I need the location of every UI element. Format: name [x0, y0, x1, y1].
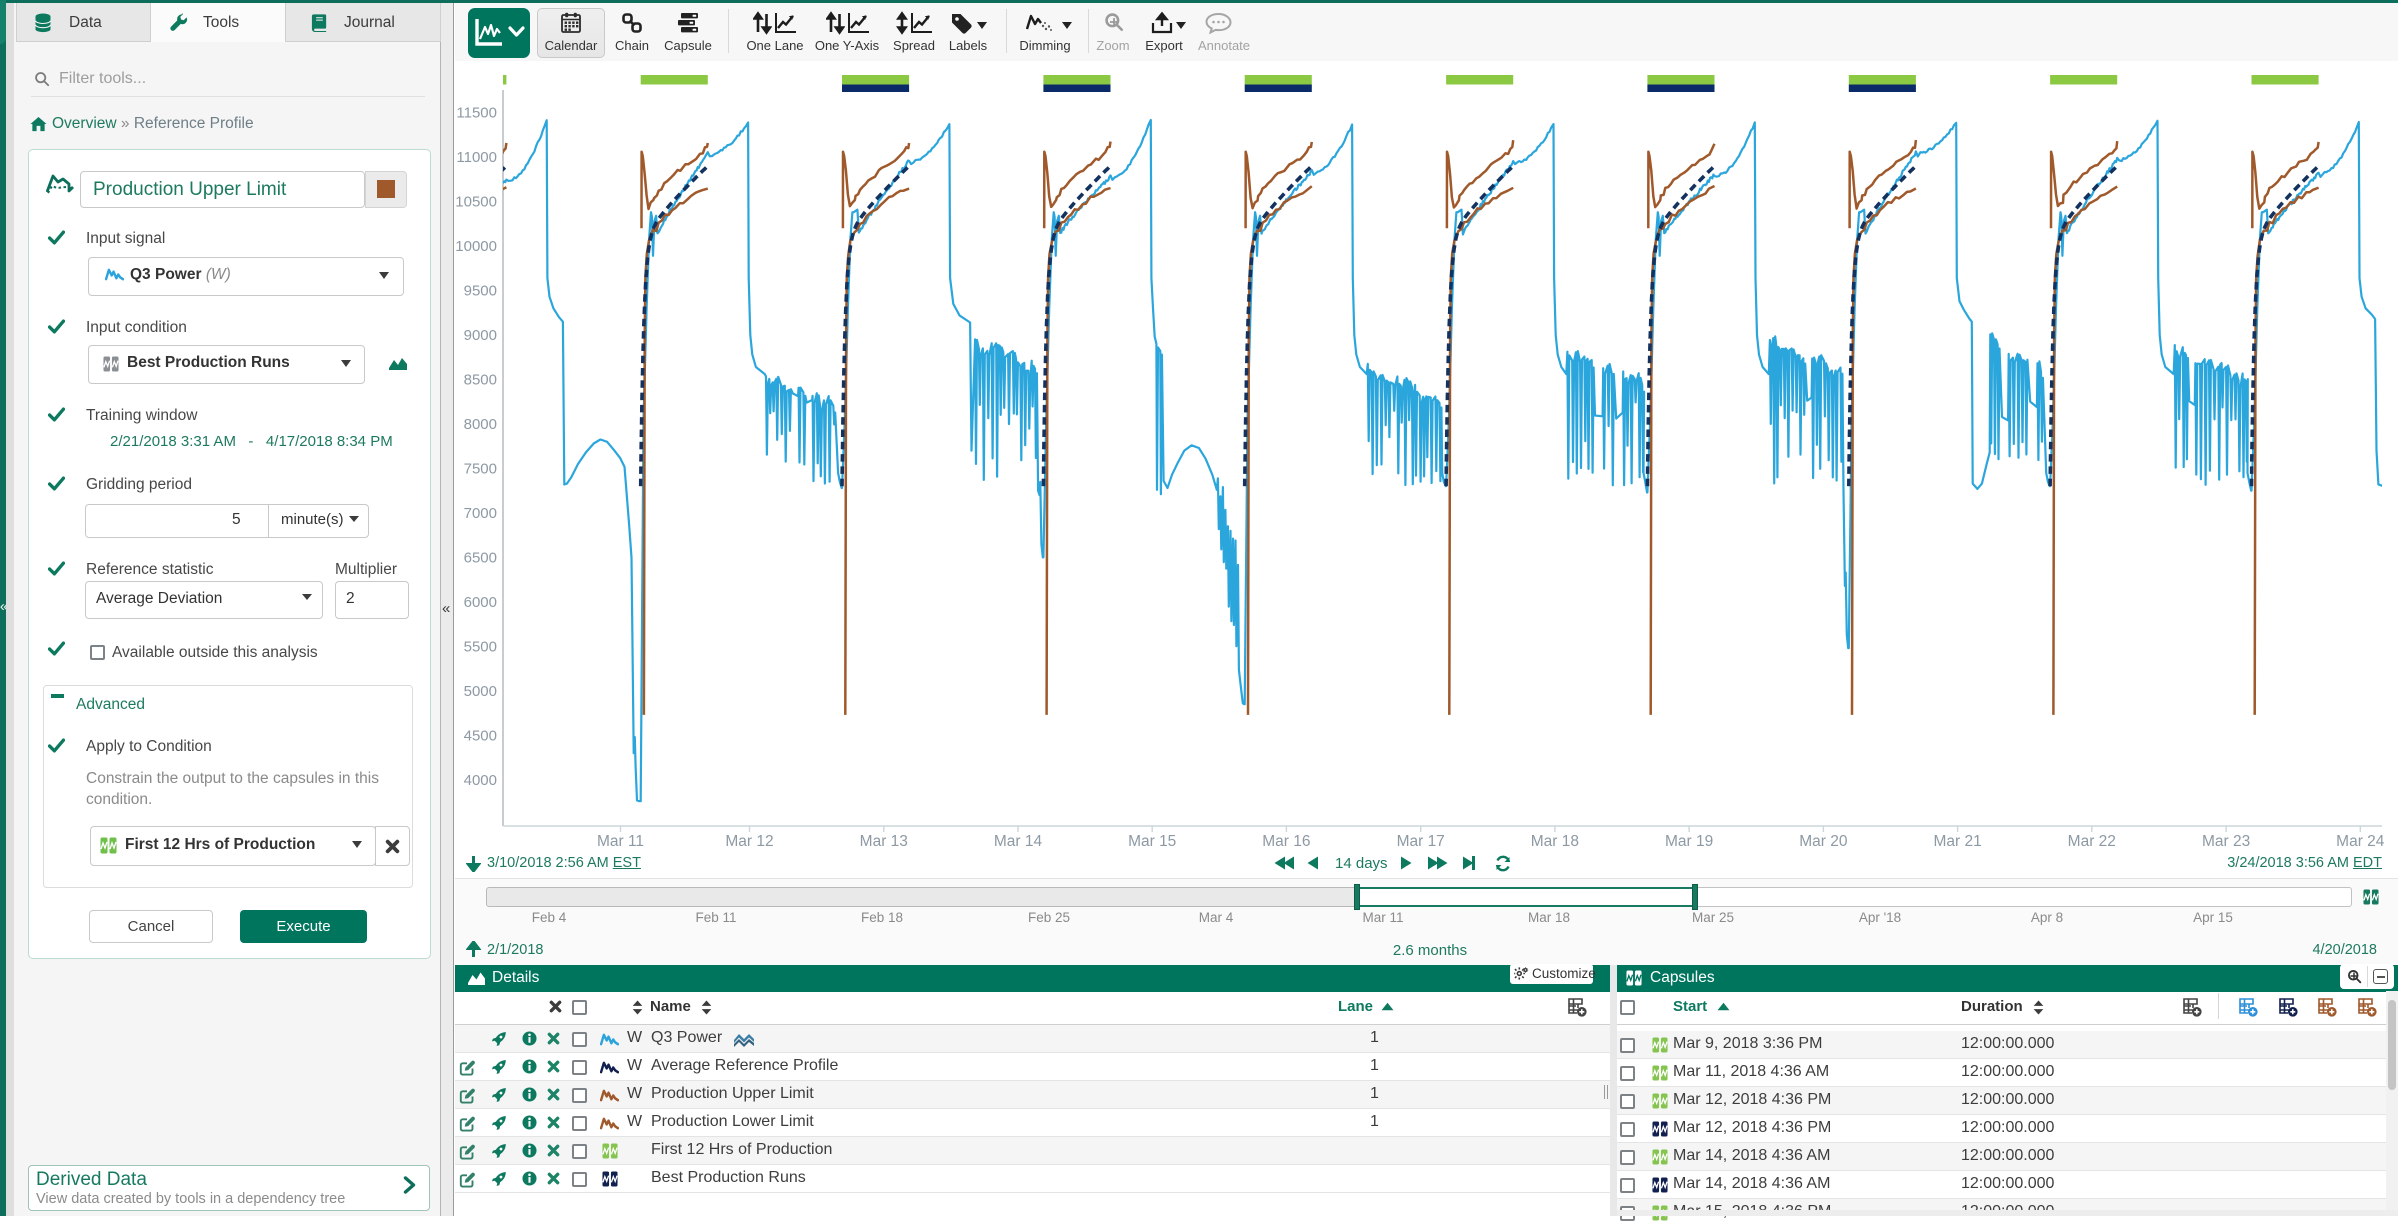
- svg-text:11500: 11500: [456, 105, 497, 122]
- svg-text:9000: 9000: [464, 327, 497, 344]
- svg-text:Mar 13: Mar 13: [860, 833, 908, 850]
- svg-text:5500: 5500: [464, 638, 497, 655]
- svg-text:Mar 11: Mar 11: [597, 833, 644, 850]
- svg-text:7000: 7000: [464, 505, 497, 522]
- svg-text:Mar 22: Mar 22: [2068, 833, 2116, 850]
- svg-text:Mar 23: Mar 23: [2202, 833, 2250, 850]
- svg-text:6000: 6000: [464, 594, 497, 611]
- svg-text:Mar 14: Mar 14: [994, 833, 1043, 850]
- svg-text:Mar 24: Mar 24: [2336, 833, 2385, 850]
- svg-text:5000: 5000: [464, 683, 497, 700]
- svg-text:Mar 20: Mar 20: [1799, 833, 1848, 850]
- svg-text:7500: 7500: [464, 460, 497, 477]
- svg-text:10000: 10000: [455, 238, 497, 255]
- svg-text:4500: 4500: [464, 727, 497, 744]
- svg-text:8000: 8000: [464, 416, 497, 433]
- svg-text:10500: 10500: [455, 194, 497, 211]
- svg-text:Mar 18: Mar 18: [1531, 833, 1579, 850]
- svg-text:4000: 4000: [464, 772, 497, 789]
- svg-text:11000: 11000: [456, 149, 497, 166]
- svg-text:6500: 6500: [464, 549, 497, 566]
- svg-text:Mar 17: Mar 17: [1397, 833, 1445, 850]
- svg-text:Mar 12: Mar 12: [725, 833, 773, 850]
- svg-text:Mar 21: Mar 21: [1933, 833, 1981, 850]
- svg-text:Mar 19: Mar 19: [1665, 833, 1713, 850]
- svg-text:Mar 16: Mar 16: [1262, 833, 1310, 850]
- svg-text:9500: 9500: [464, 283, 497, 300]
- svg-text:8500: 8500: [464, 372, 497, 389]
- svg-text:Mar 15: Mar 15: [1128, 833, 1176, 850]
